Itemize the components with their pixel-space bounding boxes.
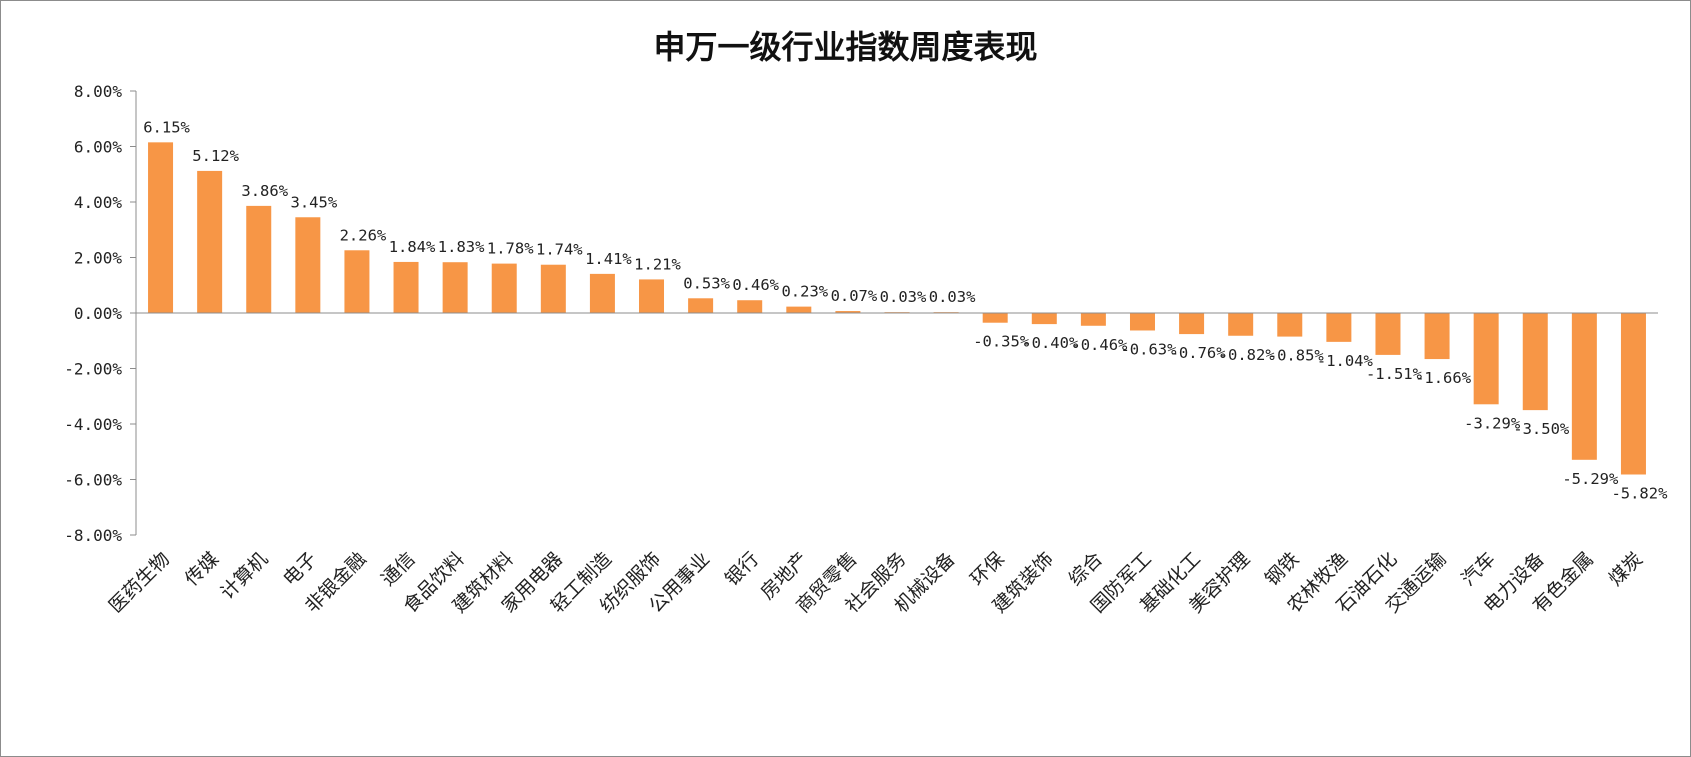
bar — [1424, 313, 1450, 360]
bar-series — [148, 142, 1646, 475]
category-label: 传媒 — [181, 548, 223, 590]
data-label: -1.51% — [1366, 365, 1423, 383]
data-label: 1.41% — [585, 250, 632, 268]
data-label: -0.40% — [1022, 334, 1079, 352]
bar — [1522, 313, 1548, 411]
data-label: 0.23% — [781, 283, 828, 301]
data-label: 0.03% — [929, 288, 976, 306]
bar — [786, 306, 812, 313]
data-label: 0.07% — [831, 287, 878, 305]
y-tick-label: 4.00% — [74, 193, 123, 212]
category-label: 医药生物 — [105, 548, 174, 617]
data-label: -0.82% — [1219, 346, 1276, 364]
data-label: -3.50% — [1513, 420, 1570, 438]
data-label: 1.21% — [634, 255, 681, 273]
bar — [639, 279, 665, 313]
data-label: 3.86% — [241, 182, 288, 200]
bar — [197, 170, 223, 313]
y-tick-label: -2.00% — [64, 360, 122, 379]
data-label: -1.66% — [1415, 369, 1472, 387]
data-label: -0.85% — [1268, 347, 1325, 365]
data-label: -0.46% — [1071, 336, 1128, 354]
bar — [1620, 313, 1646, 475]
bar — [1571, 313, 1597, 460]
bar — [491, 263, 517, 313]
category-label: 通信 — [377, 548, 419, 590]
category-label: 银行 — [721, 548, 763, 590]
bar — [589, 273, 615, 313]
bar — [1277, 313, 1303, 337]
y-tick-label: 8.00% — [74, 82, 123, 101]
y-tick-label: 0.00% — [74, 304, 123, 323]
data-label: -1.04% — [1317, 352, 1374, 370]
bar — [344, 250, 370, 313]
y-tick-label: -4.00% — [64, 415, 122, 434]
y-axis: 8.00% 6.00% 4.00% 2.00% 0.00% -2.00% -4.00% -6.… — [64, 82, 137, 545]
category-label: 计算机 — [216, 548, 272, 604]
data-label: 0.03% — [880, 288, 927, 306]
bar — [540, 264, 566, 313]
data-label: -3.29% — [1464, 414, 1521, 432]
bar — [737, 300, 763, 313]
bar — [1326, 313, 1352, 342]
data-label: -0.35% — [973, 333, 1030, 351]
data-label: 5.12% — [192, 147, 239, 165]
y-tick-label: 2.00% — [74, 249, 123, 268]
bar — [442, 262, 468, 313]
category-label: 钢铁 — [1261, 548, 1303, 590]
bar — [1473, 313, 1499, 405]
bar — [1228, 313, 1254, 336]
bar — [688, 298, 714, 313]
data-label: 1.84% — [389, 238, 436, 256]
y-tick-label: -8.00% — [64, 526, 122, 545]
data-labels: 6.15%5.12%3.86%3.45%2.26%1.84% 1.83% 1.78%… — [143, 118, 1668, 502]
bar — [1129, 313, 1155, 331]
bar — [1179, 313, 1205, 335]
bar — [1375, 313, 1401, 355]
data-label: 1.74% — [536, 241, 583, 259]
category-label: 煤炭 — [1605, 548, 1647, 590]
category-label: 环保 — [966, 548, 1008, 590]
bar — [1080, 313, 1106, 326]
data-label: -5.82% — [1611, 485, 1668, 503]
bar — [835, 311, 861, 313]
bar — [393, 261, 419, 313]
bar — [246, 205, 272, 313]
bar — [295, 217, 321, 313]
category-label: 汽车 — [1457, 548, 1499, 590]
data-label: 1.78% — [487, 240, 534, 258]
data-label: -0.63% — [1120, 340, 1177, 358]
data-label: -0.76% — [1170, 344, 1227, 362]
category-label: 电子 — [279, 548, 321, 590]
y-tick-label: -6.00% — [64, 471, 122, 490]
bar — [982, 313, 1008, 323]
data-label: 0.46% — [732, 276, 779, 294]
data-label: 2.26% — [340, 226, 387, 244]
data-label: -5.29% — [1562, 470, 1619, 488]
y-tick-label: 6.00% — [74, 138, 123, 157]
chart-title: 申万一级行业指数周度表现 — [653, 28, 1038, 66]
data-label: 6.15% — [143, 118, 190, 136]
data-label: 0.53% — [683, 274, 730, 292]
bar — [148, 142, 174, 313]
data-label: 3.45% — [291, 193, 338, 211]
category-label: 综合 — [1064, 548, 1106, 590]
data-label: 1.83% — [438, 238, 485, 256]
bar — [1031, 313, 1057, 325]
